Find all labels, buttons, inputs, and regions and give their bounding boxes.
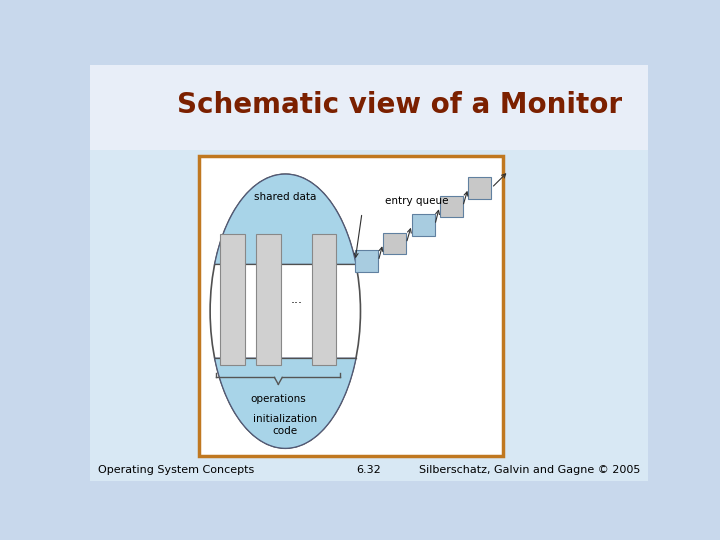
Bar [220,234,245,365]
Bar [439,195,463,217]
Text: Operating System Concepts: Operating System Concepts [98,465,254,475]
Polygon shape [215,358,356,448]
Bar [90,65,648,150]
Bar [383,233,406,254]
Text: entry queue: entry queue [385,197,449,206]
Bar [412,214,435,236]
Text: ...: ... [291,293,303,306]
Bar [256,234,281,365]
Text: 6.32: 6.32 [356,465,382,475]
Text: initialization
code: initialization code [253,414,318,436]
Bar [199,156,503,456]
Ellipse shape [210,174,361,448]
Text: Schematic view of a Monitor: Schematic view of a Monitor [177,91,623,119]
Bar [468,177,492,199]
Polygon shape [215,174,356,264]
Text: shared data: shared data [254,192,317,202]
Bar [355,251,378,272]
Text: Silberschatz, Galvin and Gagne © 2005: Silberschatz, Galvin and Gagne © 2005 [419,465,640,475]
Bar [312,234,336,365]
Text: operations: operations [251,394,306,403]
